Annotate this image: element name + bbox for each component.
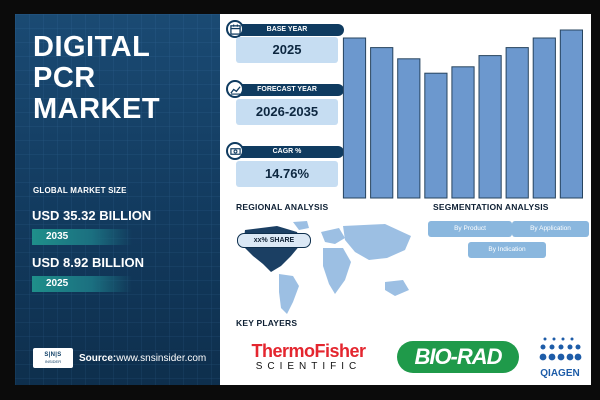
chart-bar-9 (559, 29, 584, 199)
bio-rad-logo: BIO-RAD (397, 341, 519, 373)
source-prefix: Source: (79, 352, 117, 364)
forecast-year-label: FORECAST YEAR (230, 84, 344, 96)
chart-bar-8 (532, 37, 556, 199)
qiagen-name: QIAGEN (540, 368, 580, 379)
chart-bar-4 (424, 72, 448, 199)
logo-text: S|N|S (44, 352, 62, 358)
forecast-chart-icon (226, 80, 244, 98)
qiagen-dots-icon (539, 337, 582, 361)
map-europe (321, 228, 345, 244)
market-value-2025: USD 8.92 BILLION (32, 255, 144, 270)
cagr-value: 14.76% (236, 161, 338, 187)
source-link[interactable]: www.snsinsider.com (116, 352, 207, 364)
calendar-icon (226, 20, 244, 38)
cagr-money-icon (226, 142, 244, 160)
forecast-year-value: 2026-2035 (236, 99, 338, 125)
segmentation-analysis-title: SEGMENTATION ANALYSIS (433, 202, 549, 212)
qiagen-logo: QIAGEN (535, 336, 585, 379)
market-growth-bar-chart (342, 29, 584, 199)
source-footer: S|N|S INSIDER Source:www.snsinsider.com (33, 348, 206, 368)
chart-bar-2 (370, 47, 394, 199)
left-info-panel: DIGITAL PCR MARKET GLOBAL MARKET SIZE US… (15, 14, 220, 385)
thermo-fisher-subname: SCIENTIFIC (255, 361, 362, 372)
chart-bar-3 (397, 58, 421, 199)
thermo-fisher-name: ThermoFisher (251, 341, 366, 361)
chart-bar-7 (505, 47, 529, 199)
market-value-2035: USD 35.32 BILLION (32, 208, 152, 223)
chart-bar-5 (451, 66, 475, 199)
segment-by-product-button[interactable]: By Product (428, 221, 512, 237)
map-south-america (279, 274, 299, 314)
map-asia (343, 224, 411, 260)
source-text: Source:www.snsinsider.com (79, 353, 206, 364)
thermo-fisher-logo: ThermoFisher SCIENTIFIC (236, 342, 381, 374)
map-africa (323, 248, 351, 294)
map-greenland (293, 221, 309, 230)
global-market-size-label: GLOBAL MARKET SIZE (33, 186, 127, 195)
logo-subtext: INSIDER (44, 359, 62, 364)
sns-insider-logo: S|N|S INSIDER (33, 348, 73, 368)
chart-bar-6 (478, 55, 502, 199)
map-oceania (385, 280, 409, 296)
chart-bar-1 (342, 37, 367, 199)
segment-by-application-button[interactable]: By Application (512, 221, 589, 237)
base-year-label: BASE YEAR (230, 24, 344, 36)
market-year-2035: 2035 (32, 229, 132, 245)
regional-analysis-title: REGIONAL ANALYSIS (236, 202, 329, 212)
report-title: DIGITAL PCR MARKET (33, 31, 161, 125)
segment-by-indication-button[interactable]: By Indication (468, 242, 546, 258)
base-year-value: 2025 (236, 37, 338, 63)
key-players-title: KEY PLAYERS (236, 318, 298, 328)
grid-background (15, 14, 220, 385)
infographic-canvas: DIGITAL PCR MARKET GLOBAL MARKET SIZE US… (15, 14, 591, 385)
share-label: xx% SHARE (237, 233, 311, 248)
cagr-label: CAGR % (230, 146, 344, 158)
market-year-2025: 2025 (32, 276, 132, 292)
